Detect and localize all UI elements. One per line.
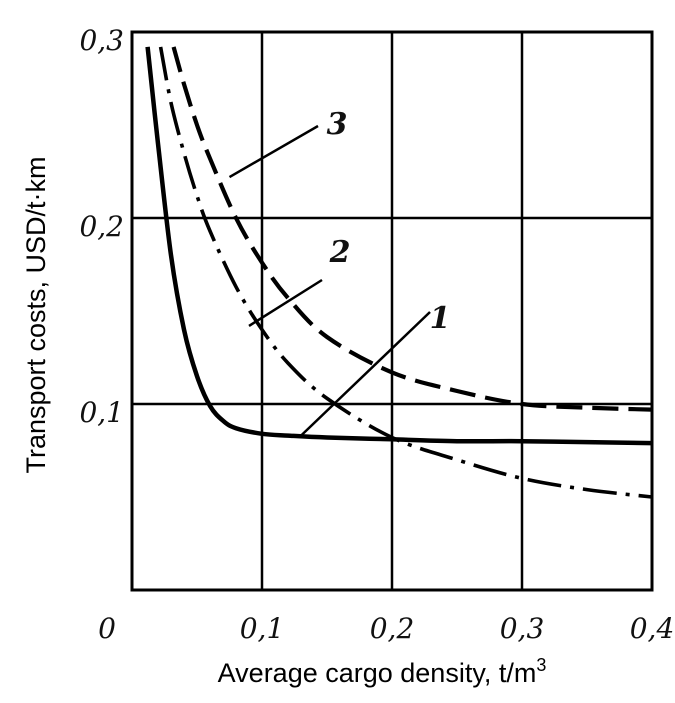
x-tick-labels: 0 0,1 0,2 0,3 0,4 (98, 612, 674, 645)
grid (132, 32, 652, 590)
plot-frame (130, 30, 654, 592)
x-tick-label-1: 0,1 (240, 612, 285, 645)
x-tick-label-3: 0,3 (500, 612, 545, 645)
curve-labels: 1 2 3 (327, 107, 451, 336)
y-tick-label-0: 0,1 (79, 396, 124, 429)
curve-label-2: 2 (329, 235, 351, 270)
leader-line-2 (248, 278, 323, 327)
x-axis-label: Average cargo density, t/m3 (218, 655, 547, 688)
x-tick-label-4: 0,4 (630, 612, 675, 645)
series-line-2 (158, 46, 653, 499)
leader-line-1 (300, 311, 431, 437)
x-tick-label-0: 0 (98, 612, 116, 645)
y-tick-labels: 0,1 0,2 0,3 (79, 24, 124, 429)
series-line-1 (145, 46, 653, 446)
series-layer (145, 46, 653, 499)
y-axis-label: Transport costs, USD/t·km (21, 156, 51, 473)
leader-lines (228, 124, 431, 437)
curve-label-1: 1 (430, 301, 451, 336)
series-line-3 (171, 46, 653, 412)
y-tick-label-2: 0,3 (79, 24, 124, 57)
x-tick-label-2: 0,2 (370, 612, 415, 645)
y-tick-label-1: 0,2 (79, 210, 124, 243)
curve-label-3: 3 (327, 107, 348, 142)
leader-line-3 (228, 124, 319, 179)
